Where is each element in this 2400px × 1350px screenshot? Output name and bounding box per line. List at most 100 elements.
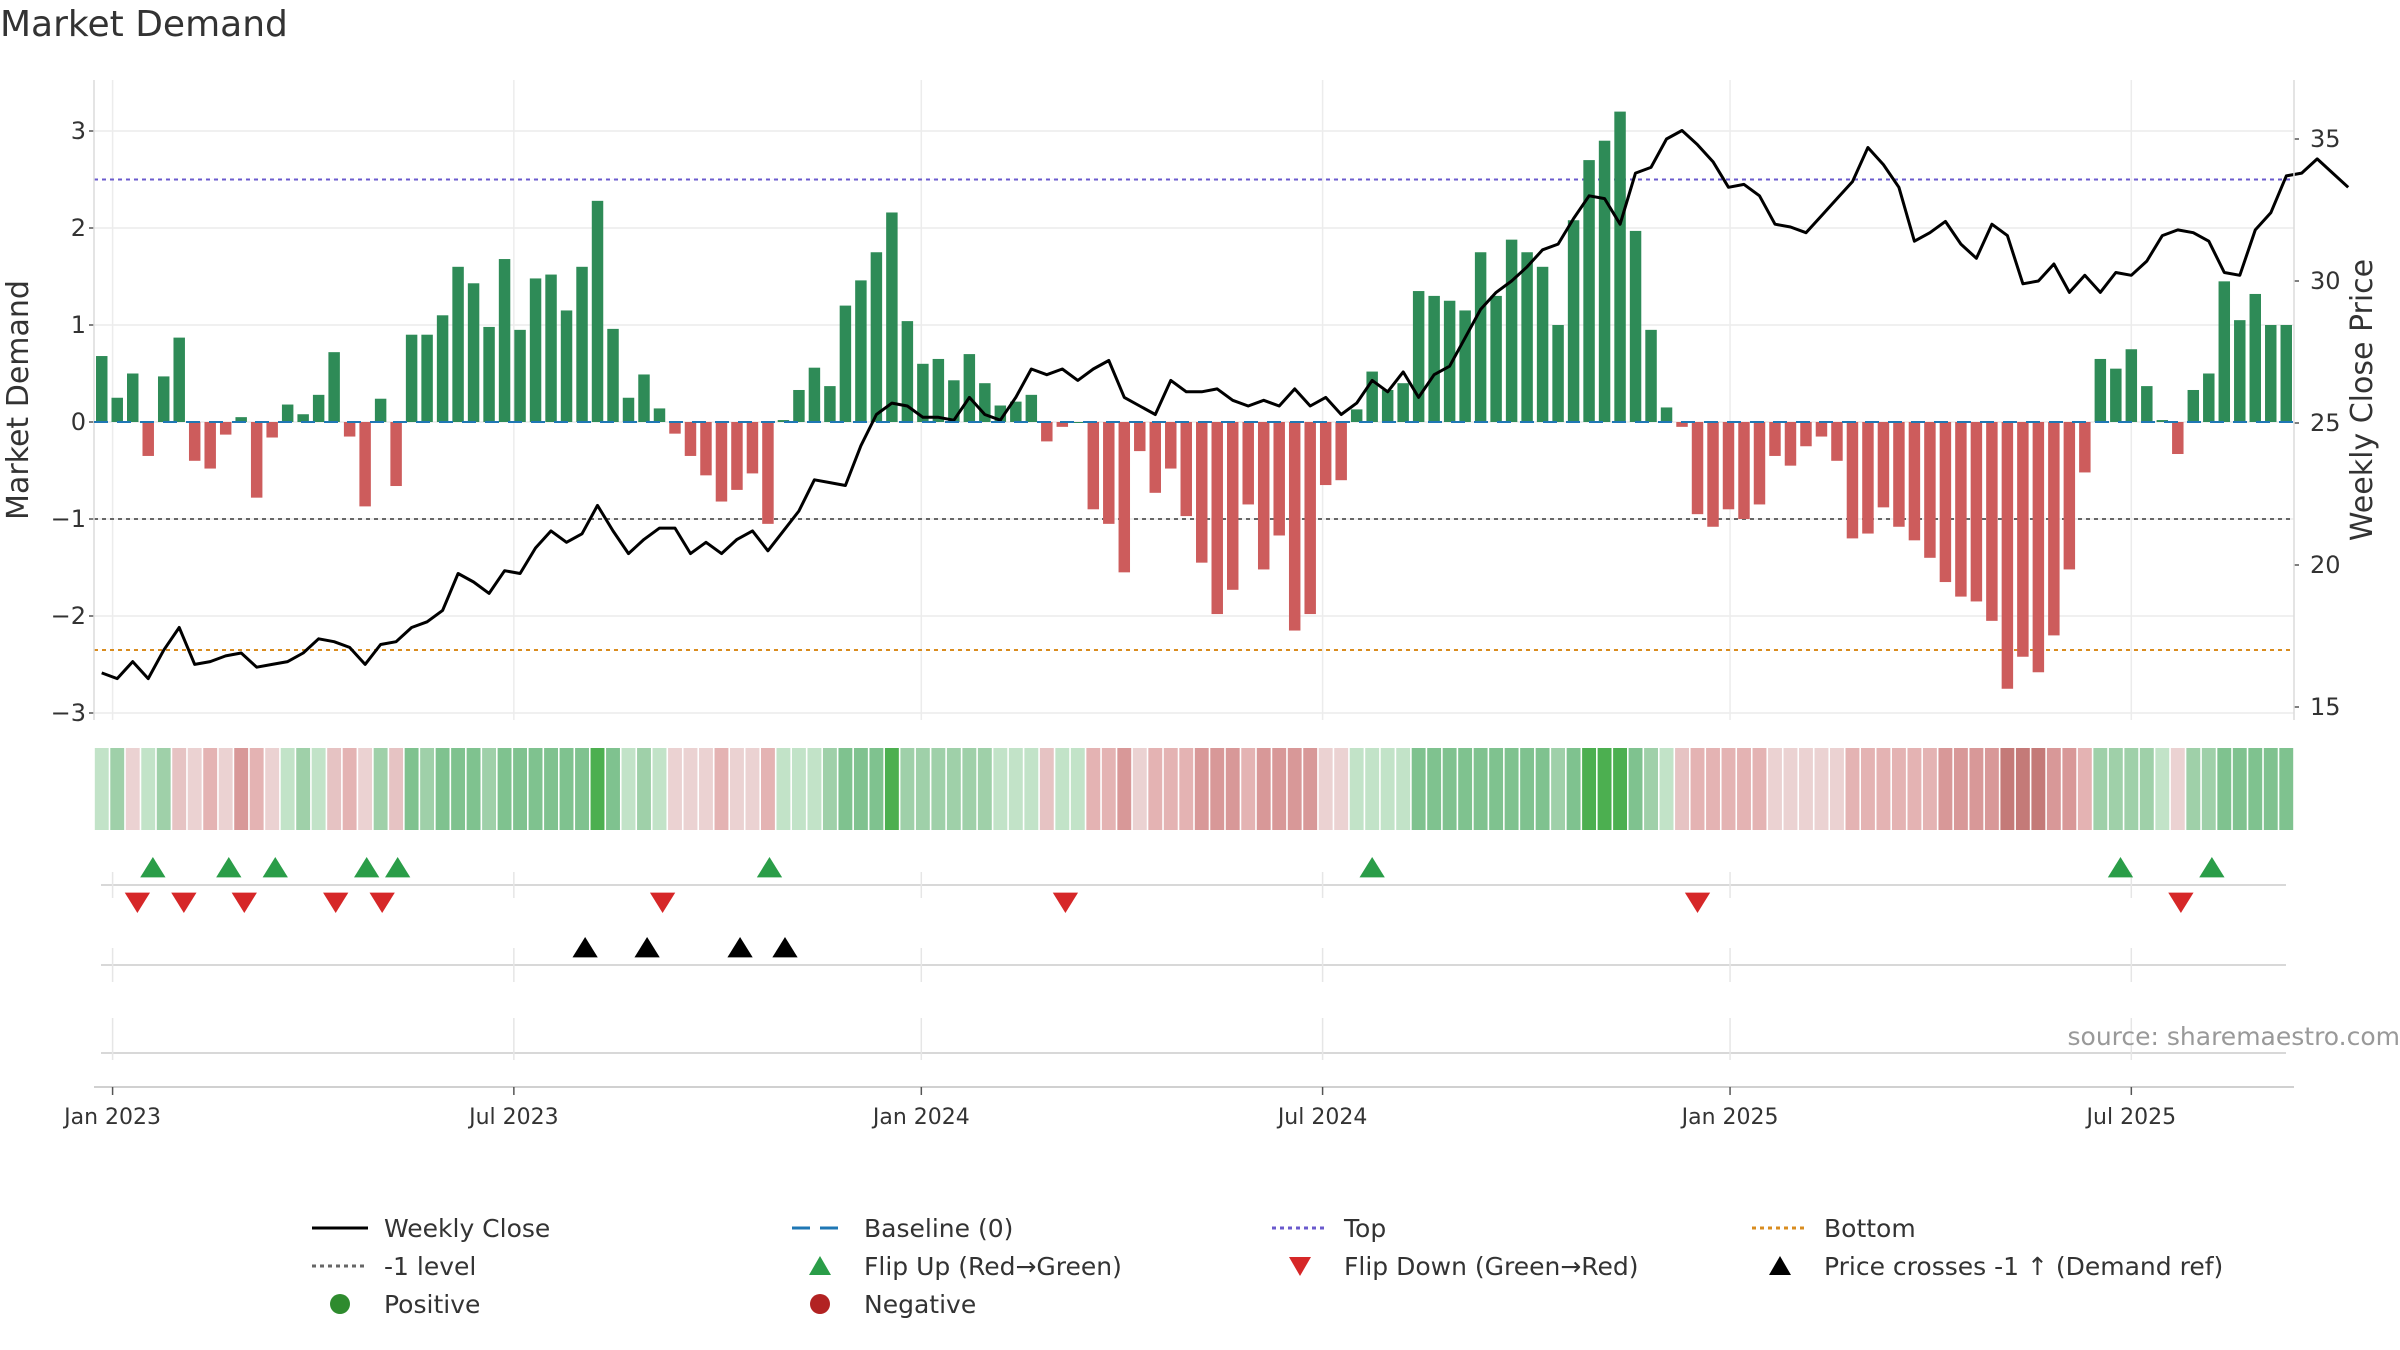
- strip-cell: [2093, 748, 2108, 830]
- positive-demand-bar: [1567, 220, 1580, 422]
- positive-demand-bar: [173, 337, 185, 422]
- x-tick-label: Jan 2024: [871, 1105, 970, 1130]
- negative-demand-bar: [1242, 422, 1254, 505]
- positive-demand-bar: [591, 200, 604, 422]
- signal-markers: [101, 857, 2286, 1060]
- positive-demand-bar: [235, 417, 247, 422]
- strip-cell: [1458, 748, 1473, 830]
- positive-demand-bar: [1552, 325, 1564, 422]
- strip-cell: [1845, 748, 1860, 830]
- negative-demand-bar: [715, 422, 728, 502]
- legend-item-tri-up-green: Flip Up (Red→Green): [790, 1248, 1122, 1284]
- negative-demand-bar: [1165, 422, 1177, 469]
- positive-demand-bar: [96, 356, 108, 422]
- negative-demand-bar: [1738, 422, 1750, 519]
- strip-cell: [869, 748, 884, 830]
- legend-label: Price crosses -1 ↑ (Demand ref): [1824, 1251, 2224, 1281]
- strip-cell: [1830, 748, 1844, 830]
- positive-demand-bar: [529, 278, 542, 422]
- negative-demand-bar: [219, 422, 232, 435]
- strip-cell: [621, 748, 636, 830]
- negative-demand-bar: [359, 422, 371, 507]
- strip-cell: [141, 748, 156, 830]
- negative-demand-bar: [1180, 422, 1192, 517]
- positive-demand-bar: [2110, 368, 2122, 422]
- positive-demand-bar: [793, 389, 805, 422]
- negative-demand-bar: [1970, 422, 1983, 602]
- y-left-tick-label: −2: [51, 602, 86, 630]
- positive-demand-bar: [2187, 389, 2200, 422]
- weekly-close-line: [101, 129, 2350, 681]
- strip-cell: [1613, 748, 1628, 830]
- price-cross-marker: [634, 937, 660, 958]
- x-tick-label: Jul 2025: [2085, 1105, 2177, 1130]
- strip-cell: [1380, 748, 1395, 830]
- strip-cell: [280, 748, 295, 830]
- strip-cell: [1473, 748, 1488, 830]
- negative-demand-bar: [2079, 422, 2091, 473]
- positive-demand-bar: [1583, 160, 1595, 422]
- strip-cell: [730, 748, 744, 830]
- price-cross-marker: [727, 937, 753, 958]
- strip-cell: [2217, 748, 2232, 830]
- negative-demand-bar: [1753, 422, 1766, 505]
- positive-demand-bar: [653, 408, 666, 422]
- strip-cell: [1922, 748, 1937, 830]
- flip-up-marker: [216, 857, 242, 878]
- legend-swatch-icon: [810, 1294, 830, 1314]
- strip-cell: [1907, 748, 1922, 830]
- negative-demand-bar: [1335, 422, 1347, 481]
- strip-cell: [1489, 748, 1504, 830]
- strip-cell: [249, 748, 264, 830]
- legend-swatch-icon: [1289, 1257, 1311, 1276]
- legend-swatch-icon: [1752, 1226, 1808, 1230]
- negative-demand-bar: [700, 422, 712, 476]
- negative-demand-bar: [762, 422, 774, 524]
- legend-label: Top: [1344, 1213, 1387, 1243]
- positive-demand-bar: [2280, 325, 2292, 422]
- strip-cell: [1597, 748, 1612, 830]
- strip-cell: [327, 748, 342, 830]
- positive-demand-bar: [2234, 320, 2246, 422]
- negative-demand-bar: [669, 422, 681, 434]
- positive-demand-bar: [1598, 140, 1611, 422]
- negative-demand-bar: [1784, 422, 1797, 466]
- positive-demand-bar: [514, 329, 526, 422]
- strip-cell: [853, 748, 868, 830]
- source-credit: source: sharemaestro.com: [2067, 1022, 2400, 1051]
- flip-down-marker: [1684, 892, 1711, 913]
- strip-cell: [652, 748, 667, 830]
- positive-demand-bar: [328, 352, 340, 422]
- strip-cell: [807, 748, 822, 830]
- legend-label: Positive: [384, 1289, 481, 1319]
- strip-cell: [1008, 748, 1023, 830]
- strip-cell: [342, 748, 357, 830]
- strip-cell: [931, 748, 946, 830]
- strip-cell: [1148, 748, 1163, 830]
- strip-cell: [590, 748, 605, 830]
- y-right-tick-label: 20: [2310, 551, 2341, 579]
- strip-cell: [2232, 748, 2247, 830]
- flip-down-marker: [124, 892, 151, 913]
- strip-cell: [1690, 748, 1705, 830]
- strip-cell: [699, 748, 713, 830]
- legend-swatch-icon: [1769, 1256, 1791, 1275]
- positive-demand-bar: [1443, 300, 1456, 422]
- strip-cell: [1039, 748, 1054, 830]
- positive-demand-bar: [622, 397, 635, 422]
- flip-up-marker: [140, 857, 166, 878]
- strip-cell: [1442, 748, 1457, 830]
- legend-swatch-icon: [1272, 1226, 1328, 1230]
- positive-demand-bar: [1490, 295, 1502, 422]
- strip-cell: [606, 748, 620, 830]
- positive-demand-bar: [452, 266, 464, 422]
- negative-demand-bar: [1211, 422, 1223, 615]
- positive-demand-bar: [1459, 310, 1471, 422]
- y-axis-label-right: Weekly Close Price: [2345, 259, 2380, 541]
- positive-demand-bar: [1412, 291, 1425, 422]
- positive-demand-bar: [2141, 386, 2153, 422]
- positive-demand-bar: [2094, 358, 2107, 422]
- strip-cell: [1891, 748, 1906, 830]
- strip-cell: [1783, 748, 1798, 830]
- strip-cell: [420, 748, 435, 830]
